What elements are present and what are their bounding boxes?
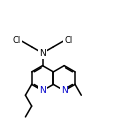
Text: N: N (39, 86, 46, 95)
Text: Cl: Cl (13, 36, 21, 45)
Text: N: N (61, 86, 68, 95)
Text: N: N (39, 49, 46, 58)
Text: Cl: Cl (64, 36, 72, 45)
